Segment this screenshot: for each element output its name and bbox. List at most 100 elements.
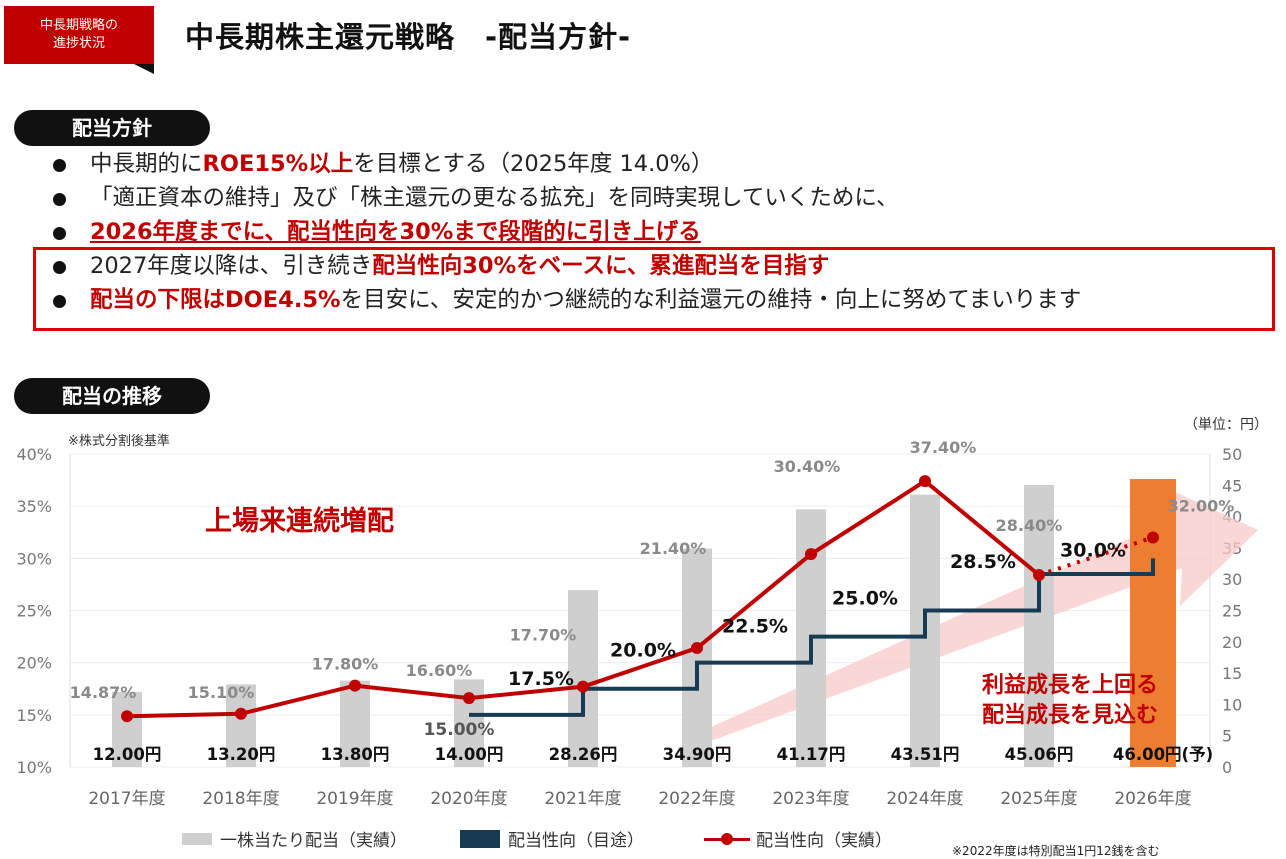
y-right-tick-label: 50 <box>1222 445 1242 464</box>
target-label: 17.5% <box>508 668 574 690</box>
payout-label: 17.70% <box>510 626 577 645</box>
legend-target-swatch <box>460 829 500 848</box>
trend-heading: 配当の推移 <box>14 378 210 414</box>
bar <box>682 548 712 767</box>
policy-item-progressive: 2027年度以降は、引き続き配当性向30%をベースに、累進配当を目指す <box>48 250 1278 284</box>
category-label: 2018年度 <box>202 789 279 809</box>
y-left-tick-label: 10% <box>16 758 52 777</box>
target-label: 20.0% <box>610 640 676 662</box>
bar-forecast <box>1130 479 1176 767</box>
bar <box>1024 484 1054 767</box>
section-tag-line2: 進捗状況 <box>52 36 105 51</box>
target-label: 15.00% <box>424 720 495 740</box>
bar <box>340 680 370 767</box>
policy-item-roe-post: を目標とする（2025年度 14.0%） <box>353 151 714 177</box>
legend-actual-swatch <box>704 831 750 847</box>
y-right-tick-label: 20 <box>1222 633 1242 652</box>
policy-item-doe-target: 配当の下限はDOE4.5% <box>90 287 341 313</box>
bar <box>112 691 142 767</box>
y-right-tick-label: 25 <box>1222 602 1242 621</box>
y-right-tick-label: 0 <box>1222 758 1232 777</box>
policy-heading: 配当方針 <box>14 110 210 146</box>
policy-item-progressive-pre: 2027年度以降は、引き続き <box>90 253 373 279</box>
y-left-tick-label: 25% <box>16 602 52 621</box>
payout-label: 32.00% <box>1168 496 1235 515</box>
legend-bar-label: 一株当たり配当（実績） <box>220 831 407 851</box>
outlook-annotation-line1: 利益成長を上回る <box>982 672 1158 698</box>
target-label: 30.0% <box>1060 539 1126 561</box>
payout-point <box>235 707 247 720</box>
payout-label: 21.40% <box>640 539 707 558</box>
bar-value-label: 34.90円 <box>663 745 732 764</box>
y-right-tick-label: 45 <box>1222 476 1242 495</box>
payout-label: 30.40% <box>774 457 841 476</box>
bar-value-label: 45.06円 <box>1005 745 1074 764</box>
payout-point <box>919 475 931 488</box>
policy-item-progressive-target: 配当性向30%をベースに、累進配当を目指す <box>372 253 830 279</box>
legend-actual: 配当性向（実績） <box>704 826 892 851</box>
bar-value-label: 13.80円 <box>321 745 390 764</box>
bar-value-label: 43.51円 <box>891 745 960 764</box>
y-left-tick-label: 40% <box>16 445 52 464</box>
category-label: 2019年度 <box>316 789 393 809</box>
target-label: 28.5% <box>950 551 1016 573</box>
payout-label: 37.40% <box>910 440 977 457</box>
policy-item-roe: 中長期的にROE15%以上を目標とする（2025年度 14.0%） <box>48 148 1278 182</box>
policy-item-payout-raise-text: 2026年度までに、配当性向を30%まで段階的に引き上げる <box>90 219 701 245</box>
policy-item-capital: 「適正資本の維持」及び「株主還元の更なる拡充」を同時実現していくために、 <box>48 182 1278 216</box>
payout-label: 28.40% <box>996 516 1063 535</box>
legend-target: 配当性向（目途） <box>460 826 644 851</box>
policy-item-roe-pre: 中長期的に <box>90 151 203 177</box>
bar-value-label: 12.00円 <box>93 745 162 764</box>
bar-value-label: 14.00円 <box>435 745 504 764</box>
y-left-tick-label: 30% <box>16 549 52 568</box>
bar-value-label: 46.00円(予) <box>1113 745 1213 764</box>
special-dividend-note: ※2022年度は特別配当1円12銭を含む <box>952 844 1160 858</box>
policy-item-doe-post: を目安に、安定的かつ継続的な利益還元の維持・向上に努めてまいります <box>340 287 1082 313</box>
policy-item-roe-target: ROE15%以上 <box>202 151 354 177</box>
growth-arrow <box>700 485 1258 745</box>
bar <box>226 684 256 767</box>
y-right-tick-label: 10 <box>1222 695 1242 714</box>
payout-label: 17.80% <box>312 655 379 674</box>
payout-point <box>349 679 361 692</box>
category-label: 2017年度 <box>88 789 165 809</box>
tag-corner-decoration <box>134 64 154 74</box>
payout-point <box>121 710 133 723</box>
growth-annotation: 上場来連続増配 <box>205 505 394 537</box>
legend-target-label: 配当性向（目途） <box>508 831 644 851</box>
y-left-tick-label: 15% <box>16 706 52 725</box>
bar-value-label: 41.17円 <box>777 745 846 764</box>
target-label: 22.5% <box>722 616 788 638</box>
payout-point <box>805 548 817 561</box>
payout-label: 15.10% <box>188 683 255 702</box>
category-label: 2021年度 <box>544 789 621 809</box>
category-label: 2026年度 <box>1114 789 1191 809</box>
page-title: 中長期株主還元戦略 -配当方針- <box>185 20 632 54</box>
bar-value-label: 13.20円 <box>207 745 276 764</box>
section-tag: 中長期戦略の 進捗状況 <box>4 6 154 64</box>
payout-point <box>1033 569 1045 582</box>
payout-label: 16.60% <box>406 661 473 680</box>
y-right-tick-label: 30 <box>1222 570 1242 589</box>
y-left-tick-label: 20% <box>16 654 52 673</box>
category-label: 2023年度 <box>772 789 849 809</box>
payout-point <box>463 692 475 705</box>
payout-point <box>1147 531 1159 544</box>
payout-point <box>691 642 703 655</box>
policy-item-payout-raise: 2026年度までに、配当性向を30%まで段階的に引き上げる <box>48 216 1278 250</box>
bar-value-label: 28.26円 <box>549 745 618 764</box>
category-label: 2022年度 <box>658 789 735 809</box>
y-left-tick-label: 35% <box>16 497 52 516</box>
target-label: 25.0% <box>832 588 898 610</box>
category-label: 2020年度 <box>430 789 507 809</box>
highlight-box <box>33 247 1275 331</box>
legend-bar-swatch <box>182 832 212 845</box>
payout-point <box>577 680 589 693</box>
dividend-chart: 10%15%20%25%30%35%40%0510152025303540455… <box>16 440 1258 809</box>
forecast-payout-line <box>1038 535 1154 577</box>
policy-list: 中長期的にROE15%以上を目標とする（2025年度 14.0%） 「適正資本の… <box>48 148 1278 318</box>
legend-bar: 一株当たり配当（実績） <box>182 826 407 851</box>
section-tag-line1: 中長期戦略の <box>39 18 118 33</box>
outlook-annotation-line2: 配当成長を見込む <box>982 703 1158 728</box>
